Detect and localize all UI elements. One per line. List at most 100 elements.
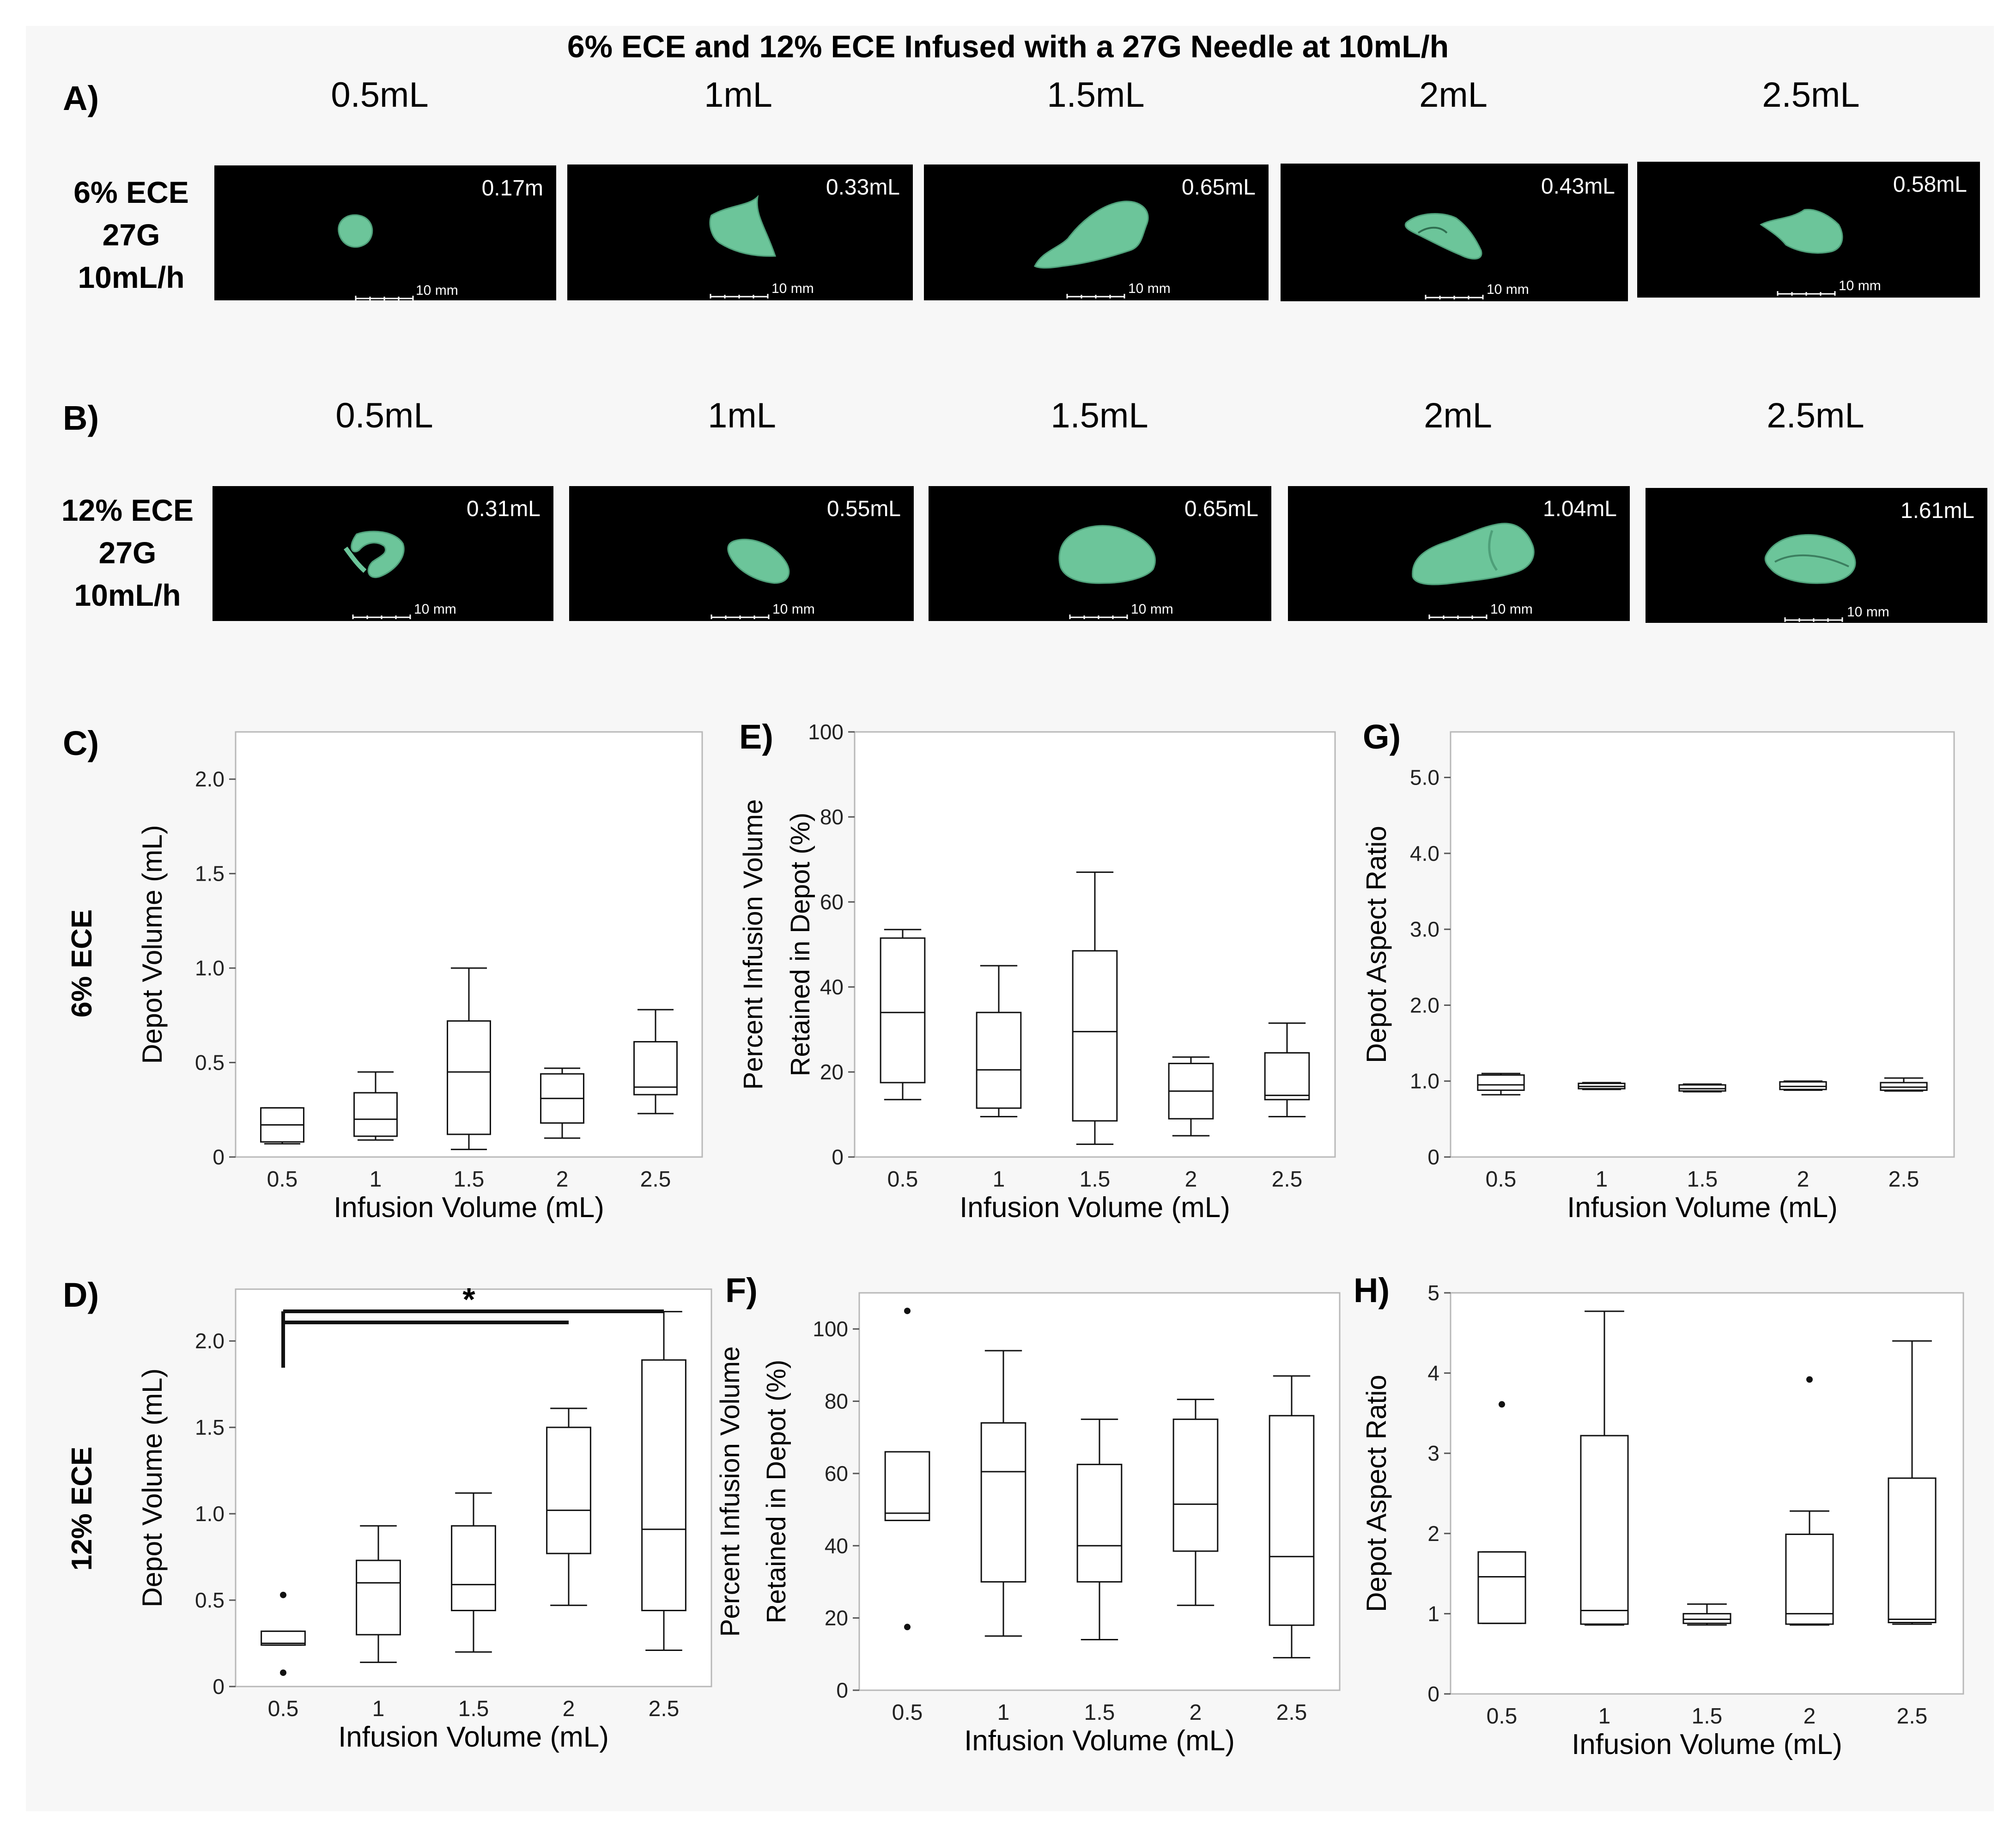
y-tick-label: 1.0: [195, 1502, 225, 1526]
y-tick-label: 4: [1427, 1361, 1439, 1385]
x-tick-label: 2: [556, 1167, 569, 1192]
outlier-point: [280, 1669, 286, 1676]
x-tick-label: 2: [1185, 1167, 1197, 1192]
x-tick-label: 0.5: [1487, 1704, 1518, 1729]
box-iqr: [880, 937, 926, 1084]
y-tick-label: 5.0: [1410, 766, 1439, 790]
y-tick-label: 1.0: [1410, 1069, 1439, 1093]
x-tick-label: 2.5: [1897, 1704, 1928, 1729]
box-iqr: [451, 1525, 496, 1611]
x-tick-label: 2: [1803, 1704, 1816, 1729]
y-tick-label: 60: [820, 890, 844, 914]
x-tick-label: 1: [1596, 1167, 1608, 1192]
y-tick-label: 4.0: [1410, 841, 1439, 865]
y-axis-label: Depot Volume (mL): [137, 825, 168, 1064]
row-b-label-line-2: 27G: [98, 536, 157, 570]
box-2.5: [1264, 1022, 1310, 1118]
box-1.5: [447, 967, 491, 1151]
y-axis-label: Depot Aspect Ratio: [1361, 826, 1392, 1063]
box-2: [540, 1067, 584, 1139]
box-iqr: [1678, 1084, 1726, 1092]
box-iqr: [1269, 1415, 1315, 1626]
box-iqr: [1072, 950, 1118, 1122]
y-tick-label: 2: [1427, 1522, 1439, 1546]
y-axis-label-line-2: Retained in Depot (%): [761, 1360, 791, 1624]
depot-shape: [1404, 213, 1482, 260]
x-tick-label: 2.5: [640, 1167, 671, 1192]
row-a-label-line-2: 27G: [102, 218, 160, 252]
depot-shape: [1764, 534, 1856, 584]
scale-bar: [352, 615, 411, 619]
depot-shape: [338, 214, 373, 248]
x-tick-label: 1.5: [458, 1697, 489, 1721]
box-1.5: [1072, 871, 1118, 1145]
box-0.5: [880, 929, 926, 1101]
box-0.5: [261, 1630, 306, 1646]
depot-image-b2: 0.55mL 10 mm: [569, 486, 914, 621]
box-iqr: [1477, 1551, 1526, 1624]
row-b-volume-4: 2mL: [1424, 396, 1492, 435]
y-tick-label: 3: [1427, 1441, 1439, 1465]
y-axis-label-line-1: Percent Infusion Volume: [715, 1346, 745, 1637]
scale-bar-label: 10 mm: [772, 602, 815, 617]
box-iqr: [641, 1359, 686, 1611]
plot-area: [1450, 1292, 1964, 1695]
y-tick-label: 5: [1427, 1281, 1439, 1305]
x-tick-label: 1.5: [1084, 1700, 1115, 1725]
box-2.5: [1888, 1340, 1937, 1625]
chart-h: 0 1 2 3 4 5 0.5 1 1.5 2 2.5 Infusion Volume (mL) Dep…: [1361, 1281, 1964, 1760]
box-2: [1172, 1399, 1219, 1606]
x-tick-label: 1: [372, 1697, 385, 1721]
row-a-volume-1: 0.5mL: [331, 75, 429, 115]
depot-value-a5: 0.58mL: [1893, 172, 1967, 197]
y-axis-label: Depot Volume (mL): [137, 1369, 168, 1608]
scale-bar: [710, 294, 769, 298]
x-tick-label: 1: [993, 1167, 1005, 1192]
panel-label-a: A): [63, 79, 99, 117]
box-2.5: [1269, 1375, 1315, 1659]
box-iqr: [546, 1426, 591, 1554]
box-iqr: [1076, 1463, 1123, 1583]
box-1: [976, 965, 1022, 1118]
scale-bar-label: 10 mm: [416, 283, 458, 298]
box-2: [1785, 1510, 1834, 1626]
row-b-label-line-1: 12% ECE: [61, 493, 194, 527]
x-tick-label: 2.5: [1888, 1167, 1919, 1192]
y-tick-label: 80: [825, 1389, 848, 1413]
box-1.5: [1076, 1419, 1123, 1641]
box-iqr: [980, 1422, 1026, 1583]
y-tick-label: 1.0: [195, 956, 225, 980]
depot-value-a3: 0.65mL: [1181, 175, 1256, 200]
box-iqr: [976, 1011, 1022, 1109]
box-iqr: [356, 1559, 401, 1636]
y-axis-label: Depot Aspect Ratio: [1361, 1375, 1392, 1612]
box-2: [1168, 1056, 1214, 1137]
panel-label-d: D): [63, 1276, 99, 1314]
y-tick-label: 1.5: [195, 1415, 225, 1439]
row-b-volume-1: 0.5mL: [335, 396, 433, 435]
y-tick-label: 100: [813, 1317, 848, 1341]
y-tick-label: 0: [213, 1145, 225, 1169]
box-0.5: [1477, 1072, 1525, 1096]
depot-image-a5: 0.58mL 10 mm: [1637, 162, 1980, 298]
depot-image-b5: 1.61mL 10 mm: [1646, 488, 1987, 623]
box-0.5: [884, 1451, 930, 1522]
outlier-point: [904, 1308, 911, 1315]
x-axis-label: Infusion Volume (mL): [334, 1192, 604, 1224]
y-tick-label: 40: [825, 1534, 848, 1558]
scale-bar: [1428, 615, 1488, 619]
scale-bar: [1777, 291, 1836, 296]
significance-marker: *: [462, 1281, 475, 1317]
y-tick-label: 0.5: [195, 1051, 225, 1075]
depot-image-a3: 0.65mL 10 mm: [924, 164, 1269, 300]
box-1.5: [1678, 1083, 1726, 1093]
depot-image-b4: 1.04mL 10 mm: [1288, 486, 1630, 621]
x-tick-label: 0.5: [887, 1167, 918, 1192]
depot-value-a4: 0.43mL: [1541, 174, 1615, 199]
y-tick-label: 1.5: [195, 862, 225, 886]
scale-bar-label: 10 mm: [414, 602, 456, 617]
depot-image-a2: 0.33mL 10 mm: [567, 164, 913, 300]
outlier-point: [904, 1624, 911, 1631]
row-a-volume-4: 2mL: [1419, 75, 1488, 115]
